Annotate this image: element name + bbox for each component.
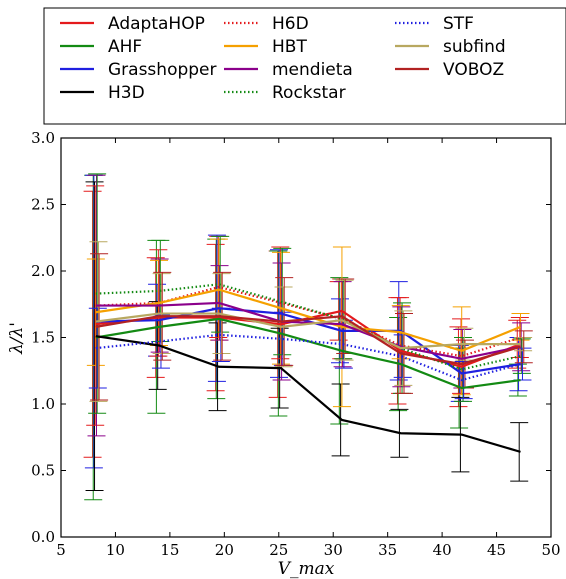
- legend-label: H6D: [272, 14, 309, 34]
- y-tick-label: 3.0: [31, 129, 55, 147]
- series-line-rockstar: [95, 283, 521, 371]
- plot-area: 5 10 15 20 25 30 35 40 45 50 0.0 0.5 1.0 1.5 2.0 2.5 3.0: [31, 129, 560, 559]
- x-axis-label: V_max: [278, 559, 335, 579]
- legend-label: AHF: [108, 37, 142, 57]
- x-tick-label: 15: [160, 541, 179, 559]
- series-line-h6d: [95, 285, 521, 358]
- legend-label: STF: [443, 14, 474, 34]
- series-line-voboz: [95, 315, 521, 366]
- legend-label: H3D: [108, 83, 145, 103]
- series-line-h3d: [95, 335, 521, 453]
- series-line-hbt: [95, 288, 521, 352]
- y-tick-label: 1.5: [31, 329, 55, 347]
- legend-label: Grasshopper: [108, 60, 217, 80]
- series-line-subfind: [95, 312, 521, 350]
- x-tick-label: 50: [541, 541, 560, 559]
- y-axis-label: λ/λ': [7, 322, 27, 355]
- x-tick-label: 45: [487, 541, 506, 559]
- y-tick-label: 2.0: [31, 262, 55, 280]
- x-tick-label: 5: [56, 541, 66, 559]
- legend-label: VOBOZ: [443, 60, 504, 80]
- y-tick-label: 0.0: [31, 528, 55, 546]
- legend: AdaptaHOP AHF Grasshopper H3D H6D HBT mendieta…: [43, 7, 566, 125]
- legend-label: mendieta: [272, 60, 353, 80]
- legend-frame: [43, 7, 566, 125]
- y-tick-label: 2.5: [31, 196, 55, 214]
- x-tick-label: 35: [378, 541, 397, 559]
- legend-label: subfind: [443, 37, 506, 57]
- series-line-stf: [95, 333, 521, 382]
- x-tick-label: 25: [269, 541, 288, 559]
- plot-frame: [60, 137, 552, 538]
- legend-label: Rockstar: [272, 83, 346, 103]
- x-tick-label: 20: [215, 541, 234, 559]
- legend-label: AdaptaHOP: [108, 14, 205, 34]
- y-tick-label: 1.0: [31, 395, 55, 413]
- x-tick-label: 30: [324, 541, 343, 559]
- x-tick-label: 40: [433, 541, 452, 559]
- legend-label: HBT: [272, 37, 307, 57]
- y-tick-label: 0.5: [31, 462, 55, 480]
- x-tick-label: 10: [106, 541, 125, 559]
